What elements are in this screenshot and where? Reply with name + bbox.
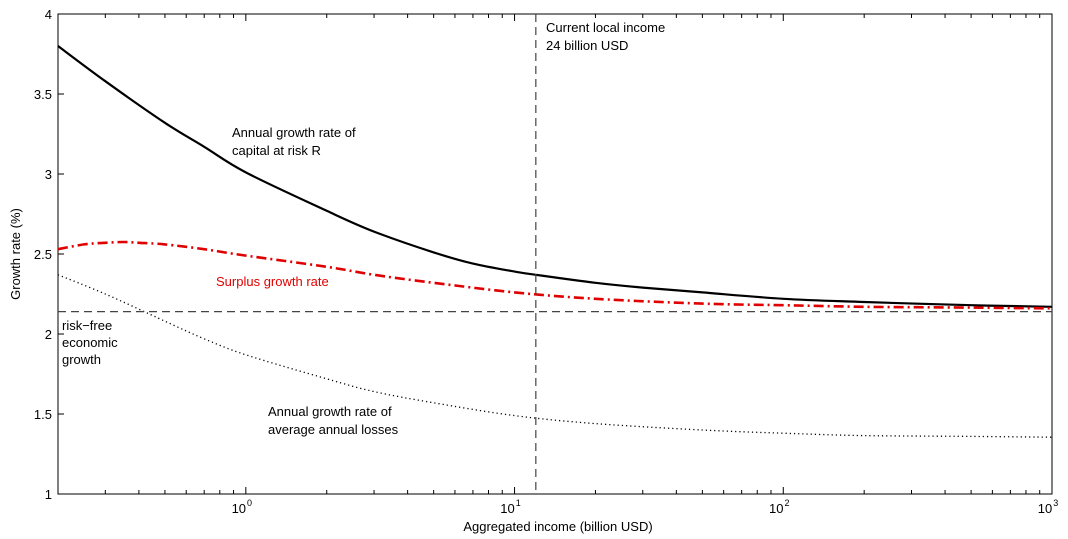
annotation-income-line-1: Current local income	[546, 20, 665, 35]
annotation-surplus: Surplus growth rate	[216, 274, 329, 289]
y-tick-label: 4	[45, 7, 52, 22]
annotation-losses-line-2: average annual losses	[268, 422, 399, 437]
x-axis-label: Aggregated income (billion USD)	[463, 519, 652, 534]
annotation-capital-line-2: capital at risk R	[232, 143, 321, 158]
y-tick-label: 2	[45, 327, 52, 342]
series-average-losses-line	[57, 274, 1053, 438]
plot-area-frame	[57, 13, 1053, 495]
x-tick-label: 102	[769, 498, 789, 516]
y-tick-label: 2.5	[34, 247, 52, 262]
series-capital-at-risk-line	[57, 45, 1053, 308]
x-tick-label: 100	[232, 498, 252, 516]
annotation-riskfree-line-2: economic	[62, 335, 118, 350]
annotation-capital-line-1: Annual growth rate of	[232, 125, 356, 140]
y-tick-label: 3	[45, 167, 52, 182]
annotation-riskfree-line-3: growth	[62, 352, 101, 367]
annotation-income-line-2: 24 billion USD	[546, 38, 628, 53]
y-tick-label: 3.5	[34, 87, 52, 102]
y-axis-label: Growth rate (%)	[8, 208, 23, 300]
annotation-riskfree-line-1: risk−free	[62, 318, 112, 333]
y-tick-label: 1	[45, 487, 52, 502]
annotation-losses-line-1: Annual growth rate of	[268, 404, 392, 419]
series-surplus-growth-line	[57, 240, 1053, 310]
x-tick-label: 103	[1038, 498, 1058, 516]
x-tick-label: 101	[500, 498, 520, 516]
y-tick-label: 1.5	[34, 407, 52, 422]
